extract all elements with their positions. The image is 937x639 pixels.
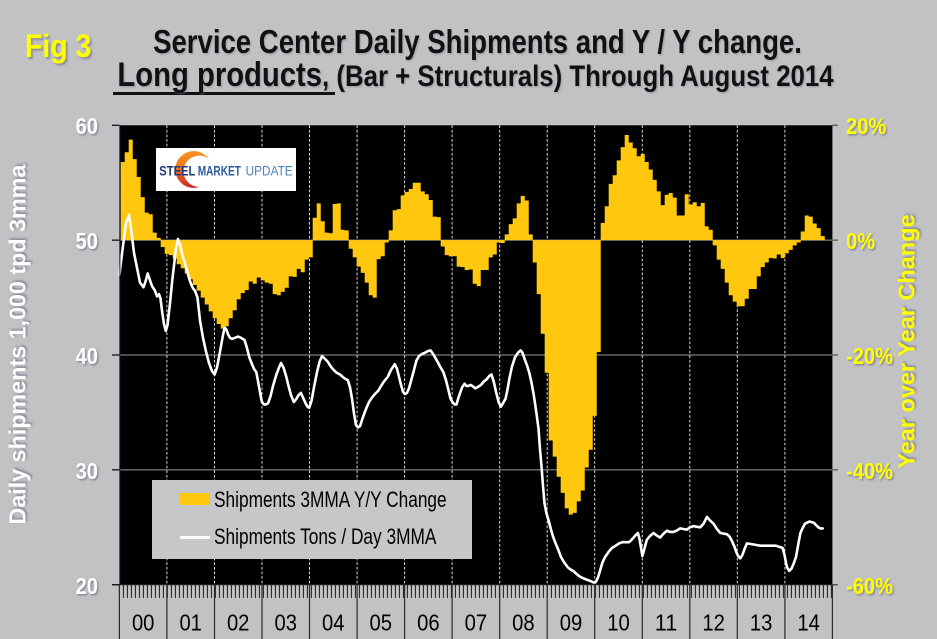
- svg-text:14: 14: [797, 610, 820, 636]
- svg-text:MARKET: MARKET: [198, 163, 242, 178]
- svg-text:02: 02: [227, 610, 250, 636]
- svg-text:06: 06: [417, 610, 440, 636]
- svg-text:04: 04: [322, 610, 345, 636]
- svg-text:01: 01: [179, 610, 202, 636]
- svg-text:09: 09: [560, 610, 583, 636]
- svg-text:05: 05: [370, 610, 393, 636]
- svg-text:UPDATE: UPDATE: [246, 162, 293, 178]
- svg-text:STEEL: STEEL: [159, 163, 195, 178]
- svg-text:03: 03: [275, 610, 298, 636]
- svg-text:11: 11: [655, 610, 678, 636]
- svg-text:13: 13: [750, 610, 773, 636]
- svg-text:00: 00: [132, 610, 155, 636]
- svg-text:12: 12: [702, 610, 725, 636]
- svg-text:10: 10: [607, 610, 630, 636]
- svg-text:07: 07: [465, 610, 488, 636]
- svg-text:08: 08: [512, 610, 535, 636]
